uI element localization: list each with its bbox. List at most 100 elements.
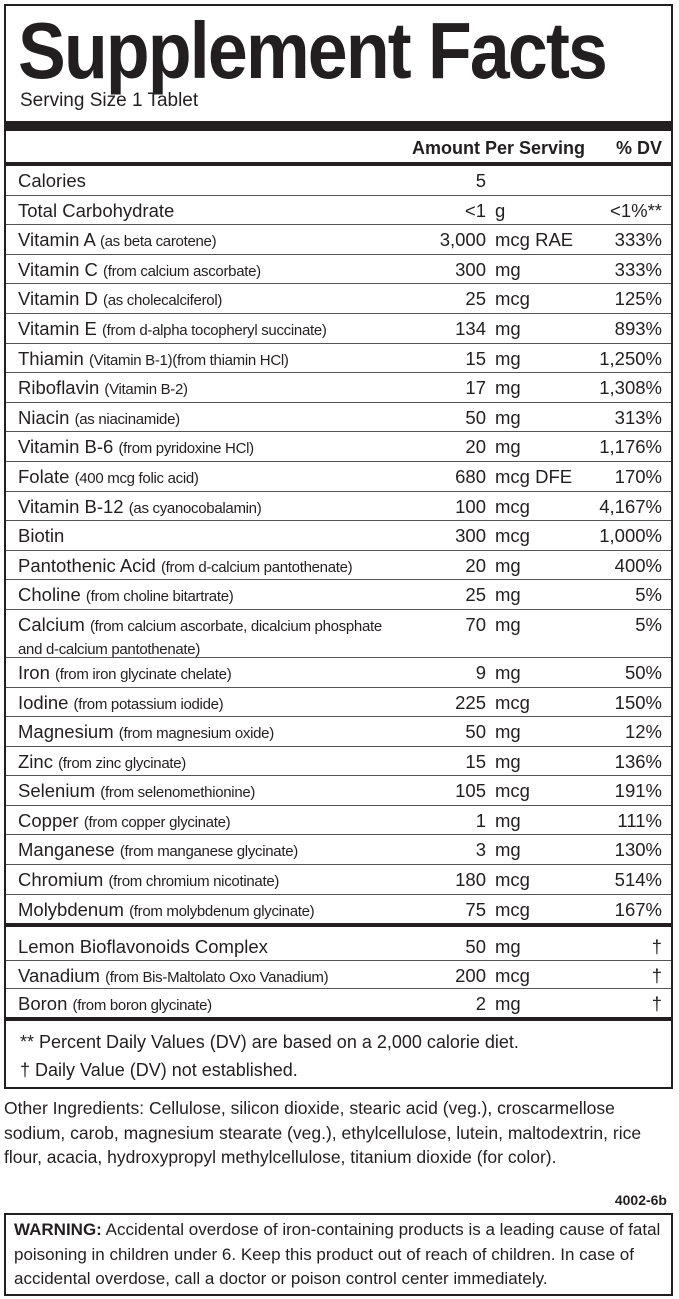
amount-value: 20 bbox=[465, 436, 486, 458]
nutrient-row: Pantothenic Acid (from d-calcium pantoth… bbox=[6, 551, 671, 581]
nutrient-name: Vitamin B-6 (from pyridoxine HCl) bbox=[18, 436, 254, 459]
dv-value: 125% bbox=[614, 288, 662, 310]
nutrient-label: Thiamin bbox=[18, 347, 84, 369]
amount-value: 5 bbox=[475, 170, 486, 191]
nutrient-source: (from boron glycinate) bbox=[72, 997, 213, 1014]
amount-value: 70 bbox=[465, 613, 486, 635]
amount-unit: mg bbox=[495, 258, 521, 280]
amount-unit: mcg bbox=[495, 691, 530, 713]
nutrient-row: Calcium (from calcium ascorbate, dicalci… bbox=[6, 610, 671, 658]
amount-unit: mg bbox=[495, 809, 521, 831]
amount-header: Amount Per Serving bbox=[411, 138, 585, 158]
amount-value: 1 bbox=[475, 809, 486, 831]
nutrient-table: Calories 5 Total Carbohydrate <1 g <1%** Vit… bbox=[6, 166, 671, 924]
nutrient-label: Vitamin C bbox=[18, 258, 98, 280]
nutrient-row: Vitamin A (as beta carotene) 3,000 mcg RAE… bbox=[6, 225, 671, 255]
amount-value: 25 bbox=[465, 288, 486, 310]
amount-unit: mcg bbox=[495, 869, 530, 891]
nutrient-name: Boron (from boron glycinate) bbox=[18, 993, 212, 1016]
dv-value: 1,308% bbox=[599, 377, 662, 399]
nutrient-label: Iron bbox=[18, 661, 50, 683]
nutrient-row: Vitamin C (from calcium ascorbate) 300 mg 3… bbox=[6, 255, 671, 285]
amount-value: 680 bbox=[455, 465, 486, 487]
amount-unit: mg bbox=[495, 721, 521, 743]
nutrient-name: Lemon Bioflavonoids Complex bbox=[18, 936, 268, 959]
dv-value: 333% bbox=[614, 229, 662, 251]
dv-value: <1%** bbox=[610, 199, 662, 221]
nutrient-row: Total Carbohydrate <1 g <1%** bbox=[6, 196, 671, 226]
panel-title: Supplement Facts bbox=[18, 6, 608, 95]
nutrient-label: Iodine bbox=[18, 691, 69, 713]
nutrient-name: Molybdenum (from molybdenum glycinate) bbox=[18, 898, 315, 922]
nutrient-label: Vitamin B-12 bbox=[18, 495, 124, 517]
supplement-facts-panel: Supplement Facts Serving Size 1 Tablet A… bbox=[4, 4, 673, 1089]
nutrient-label: Choline bbox=[18, 584, 81, 606]
nutrient-name: Pantothenic Acid (from d-calcium pantoth… bbox=[18, 555, 353, 578]
dv-value: † bbox=[651, 964, 662, 986]
nutrient-label: Molybdenum bbox=[18, 898, 124, 920]
dv-value: † bbox=[651, 993, 662, 1014]
amount-unit: mg bbox=[495, 377, 521, 399]
nutrient-row: Manganese (from manganese glycinate) 3 mg 1… bbox=[6, 835, 671, 866]
amount-unit: mg bbox=[495, 993, 521, 1014]
dv-value: 1,250% bbox=[599, 347, 662, 369]
amount-unit: mcg bbox=[495, 964, 530, 986]
nutrient-row: Magnesium (from magnesium oxide) 50 mg 12% bbox=[6, 717, 671, 747]
dv-value: 400% bbox=[614, 554, 662, 576]
amount-value: 15 bbox=[465, 750, 486, 772]
nutrient-label: Vitamin E bbox=[18, 317, 97, 339]
thick-divider bbox=[6, 1017, 671, 1021]
nutrient-row: Selenium (from selenomethionine) 105 mcg 19… bbox=[6, 776, 671, 806]
nutrient-label: Chromium bbox=[18, 869, 104, 891]
nutrient-name: Iodine (from potassium iodide) bbox=[18, 691, 224, 715]
amount-value: 50 bbox=[465, 721, 486, 743]
nutrient-label: Vitamin B-6 bbox=[18, 436, 114, 458]
nutrient-label: Riboflavin bbox=[18, 377, 100, 399]
amount-unit: mcg bbox=[495, 288, 530, 310]
nutrient-source: (as cholecalciferol) bbox=[103, 292, 223, 310]
amount-unit: g bbox=[495, 199, 506, 221]
amount-unit: mg bbox=[495, 436, 521, 458]
amount-unit: mg bbox=[495, 661, 521, 683]
amount-value: 300 bbox=[455, 258, 486, 280]
nutrient-row: Iron (from iron glycinate chelate) 9 mg 50% bbox=[6, 658, 671, 688]
nutrient-name: Niacin (as niacinamide) bbox=[18, 407, 180, 430]
nutrient-source: (from copper glycinate) bbox=[83, 813, 231, 831]
nutrient-source: (Vitamin B-2) bbox=[104, 381, 188, 399]
nutrient-label: Calories bbox=[18, 170, 86, 191]
dv-value: 5% bbox=[635, 613, 662, 635]
other-ingredients: Other Ingredients: Cellulose, silicon di… bbox=[4, 1098, 642, 1167]
nutrient-row: Calories 5 bbox=[6, 166, 671, 196]
dv-value: 150% bbox=[614, 691, 662, 713]
amount-value: 20 bbox=[465, 554, 486, 576]
nutrient-name: Vitamin C (from calcium ascorbate) bbox=[18, 259, 261, 282]
nutrient-row: Vitamin B-12 (as cyanocobalamin) 100 mcg 4,… bbox=[6, 492, 671, 522]
nutrient-name: Choline (from choline bitartrate) bbox=[18, 584, 234, 607]
nutrient-source: (Vitamin B-1)(from thiamin HCl) bbox=[88, 351, 289, 369]
nutrient-label: Folate bbox=[18, 465, 70, 487]
dv-value: 4,167% bbox=[599, 495, 662, 517]
amount-value: 180 bbox=[455, 869, 486, 891]
nutrient-source: (from Bis-Maltolato Oxo Vanadium) bbox=[105, 968, 329, 986]
dv-value: † bbox=[651, 936, 662, 957]
dv-value: 130% bbox=[614, 839, 662, 861]
amount-unit: mcg bbox=[495, 525, 530, 547]
nutrient-name: Biotin bbox=[18, 525, 64, 548]
nutrient-name: Calcium (from calcium ascorbate, dicalci… bbox=[18, 614, 382, 660]
nutrient-row: Molybdenum (from molybdenum glycinate) 75… bbox=[6, 895, 671, 925]
nutrient-name: Vitamin E (from d-alpha tocopheryl succi… bbox=[18, 318, 327, 341]
amount-value: 15 bbox=[465, 347, 486, 369]
amount-value: 75 bbox=[465, 898, 486, 920]
nutrient-label: Lemon Bioflavonoids Complex bbox=[18, 936, 268, 957]
dv-value: 1,000% bbox=[599, 525, 662, 547]
nutrient-source: (from iron glycinate chelate) bbox=[55, 665, 232, 683]
nutrient-row: Riboflavin (Vitamin B-2) 17 mg 1,308% bbox=[6, 373, 671, 403]
amount-unit: mg bbox=[495, 613, 521, 635]
nutrient-source: (from calcium ascorbate) bbox=[103, 262, 261, 280]
amount-value: 17 bbox=[465, 377, 486, 399]
nutrient-name: Chromium (from chromium nicotinate) bbox=[18, 869, 279, 892]
dv-value: 5% bbox=[635, 584, 662, 606]
dv-value: 1,176% bbox=[599, 436, 662, 458]
dv-value: 50% bbox=[624, 661, 662, 683]
nutrient-name: Selenium (from selenomethionine) bbox=[18, 780, 255, 803]
